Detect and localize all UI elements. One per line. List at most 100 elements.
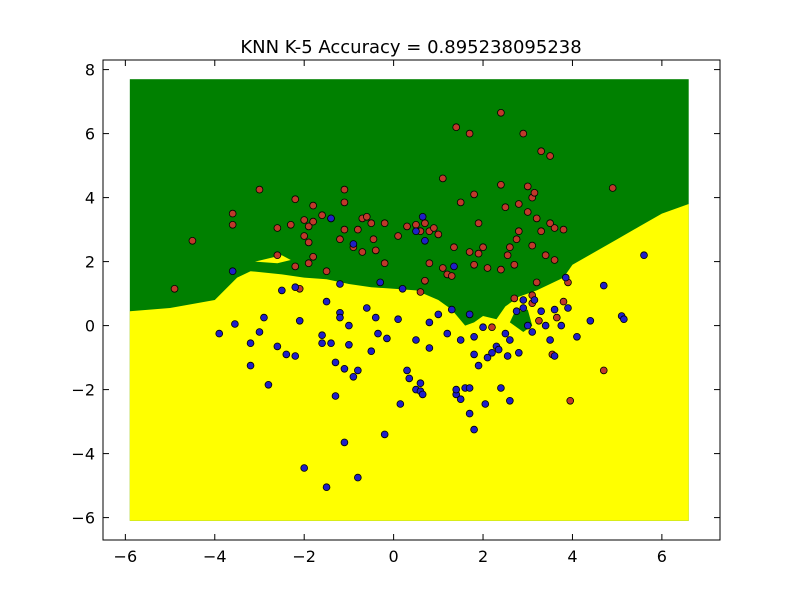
point-red-3 — [228, 221, 237, 229]
point-blue-27 — [345, 321, 353, 330]
point-red-76 — [528, 241, 537, 250]
chart-title: KNN K-5 Accuracy = 0.895238095238 — [240, 37, 581, 58]
point-red-60 — [479, 243, 487, 252]
point-red-40 — [416, 288, 425, 296]
point-blue-35 — [371, 313, 380, 322]
point-blue-36 — [374, 329, 382, 338]
point-red-71 — [515, 200, 523, 208]
plot-frame — [102, 59, 721, 541]
point-red-59 — [474, 249, 483, 258]
point-blue-88 — [550, 305, 559, 314]
point-red-97 — [608, 184, 617, 192]
x-tick-label: 2 — [478, 547, 488, 566]
x-tick-label: 0 — [389, 547, 399, 566]
point-red-86 — [559, 297, 568, 306]
point-red-35 — [380, 259, 389, 268]
point-blue-63 — [465, 384, 474, 392]
point-blue-77 — [506, 396, 514, 405]
point-blue-76 — [503, 352, 512, 360]
point-red-18 — [309, 252, 317, 261]
point-blue-92 — [586, 316, 595, 325]
point-blue-28 — [345, 340, 353, 349]
data-points — [170, 109, 648, 492]
point-blue-8 — [273, 342, 282, 351]
point-red-61 — [483, 264, 492, 272]
point-red-2 — [228, 209, 237, 218]
point-red-81 — [541, 251, 550, 260]
x-tick-label: −6 — [114, 547, 138, 566]
point-red-92 — [553, 313, 561, 322]
point-blue-1 — [228, 267, 237, 276]
point-red-51 — [450, 243, 458, 252]
point-blue-62 — [465, 409, 474, 418]
point-red-65 — [501, 203, 510, 212]
point-red-64 — [497, 265, 505, 274]
point-blue-7 — [264, 380, 273, 389]
point-red-87 — [559, 225, 568, 234]
point-red-94 — [599, 366, 608, 375]
point-blue-45 — [412, 336, 420, 344]
point-red-22 — [336, 235, 344, 244]
point-red-73 — [523, 182, 532, 191]
point-blue-6 — [260, 313, 268, 322]
point-blue-86 — [541, 321, 550, 330]
point-blue-68 — [479, 323, 487, 332]
point-blue-99 — [519, 296, 528, 304]
point-red-20 — [322, 267, 331, 276]
point-blue-2 — [231, 320, 239, 328]
point-red-23 — [340, 225, 349, 234]
region-yellow — [129, 204, 689, 521]
point-blue-97 — [450, 262, 458, 271]
point-blue-52 — [425, 344, 434, 352]
x-tick-label: 4 — [567, 547, 577, 566]
point-blue-89 — [550, 352, 559, 360]
region-island-0 — [255, 255, 291, 264]
point-blue-14 — [300, 464, 308, 472]
point-blue-33 — [362, 304, 371, 312]
point-red-54 — [465, 129, 474, 138]
point-red-62 — [497, 109, 505, 117]
point-blue-26 — [340, 364, 349, 373]
point-red-14 — [304, 222, 313, 231]
point-blue-81 — [519, 304, 528, 312]
point-blue-101 — [327, 214, 335, 223]
point-blue-24 — [336, 313, 344, 322]
point-red-48 — [438, 264, 447, 272]
point-red-69 — [512, 235, 521, 244]
point-red-98 — [532, 278, 541, 287]
point-blue-96 — [640, 251, 648, 260]
point-blue-79 — [512, 307, 521, 316]
point-red-38 — [412, 221, 420, 229]
point-blue-75 — [501, 329, 510, 338]
point-blue-85 — [537, 307, 545, 316]
point-blue-50 — [418, 213, 427, 221]
point-red-79 — [537, 147, 545, 156]
point-red-34 — [380, 219, 389, 228]
point-blue-54 — [434, 310, 443, 319]
point-blue-10 — [282, 350, 291, 359]
point-red-93 — [566, 396, 575, 405]
point-blue-9 — [278, 286, 286, 295]
point-red-82 — [546, 152, 554, 160]
point-blue-20 — [331, 358, 340, 367]
point-red-24 — [340, 185, 349, 194]
point-red-95 — [488, 323, 496, 332]
y-tick-label: 2 — [85, 253, 95, 272]
point-red-25 — [340, 198, 349, 207]
point-blue-56 — [447, 305, 456, 314]
point-blue-71 — [488, 348, 496, 357]
point-blue-0 — [215, 329, 224, 338]
point-red-13 — [304, 238, 313, 247]
point-red-19 — [318, 211, 326, 220]
point-blue-11 — [291, 283, 300, 292]
x-tick-label: −2 — [292, 547, 316, 566]
point-red-96 — [510, 294, 519, 303]
point-blue-53 — [425, 318, 434, 327]
x-axis: −6 −4 −2 0 2 4 6 — [114, 60, 667, 566]
point-red-56 — [470, 190, 478, 199]
point-blue-17 — [322, 297, 331, 306]
point-red-83 — [546, 219, 554, 228]
point-blue-49 — [418, 390, 427, 399]
point-blue-78 — [506, 336, 514, 344]
